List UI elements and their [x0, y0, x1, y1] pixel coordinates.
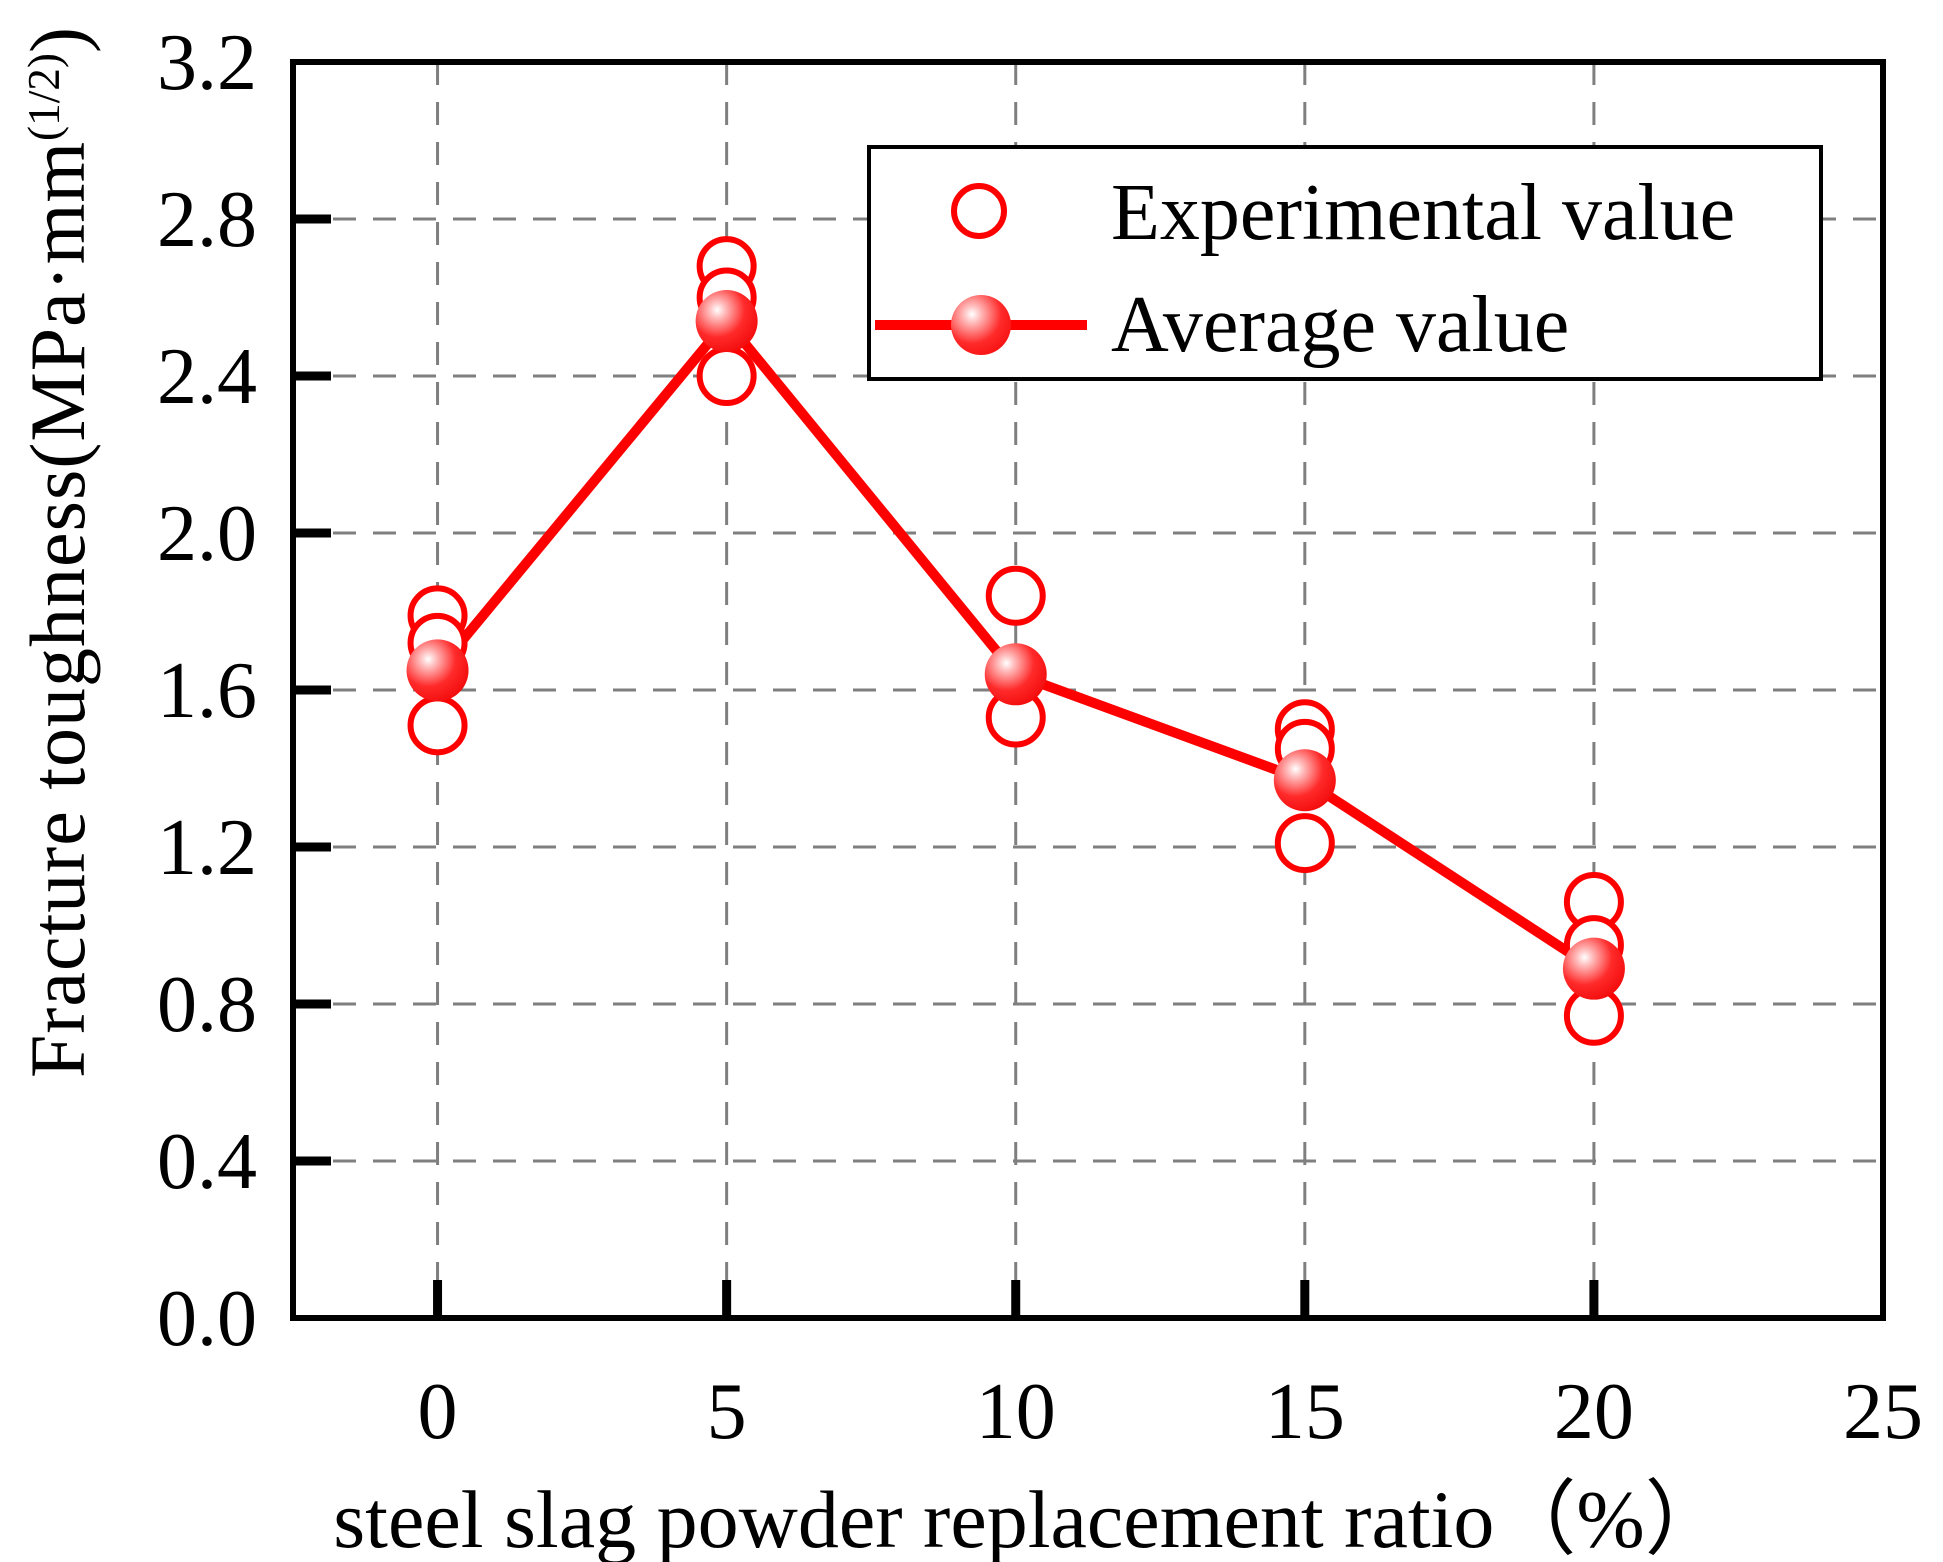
x-tick-labels: 0 5 10 15 20 25: [418, 1368, 1923, 1456]
legend-label-experimental: Experimental value: [1111, 169, 1736, 257]
x-tick-label: 0: [418, 1368, 458, 1456]
y-tick-label: 1.2: [157, 804, 257, 892]
y-axis-title-text: Fracture toughness(MPa·mm: [14, 140, 101, 1078]
y-axis-title-close: ): [14, 26, 101, 54]
y-tick-label: 2.8: [157, 176, 257, 264]
plot-frame: [290, 59, 1886, 1321]
legend-item-average: Average value: [871, 275, 1819, 375]
x-tick-label: 25: [1843, 1368, 1923, 1456]
average-point-marker: [695, 290, 758, 353]
y-tick-label: 2.0: [157, 490, 257, 578]
x-tick-label: 10: [976, 1368, 1056, 1456]
y-axis-title: Fracture toughness(MPa·mm(1/2)): [13, 26, 103, 1078]
experimental-point-marker: [985, 565, 1046, 626]
x-tick-label: 5: [707, 1368, 747, 1456]
x-tick-label: 20: [1554, 1368, 1634, 1456]
y-tick-labels: 0.0 0.4 0.8 1.2 1.6 2.0 2.4 2.8 3.2: [157, 19, 257, 1363]
experimental-point-marker: [696, 346, 757, 406]
legend-marker-area: [871, 275, 1101, 375]
average-point-marker: [1273, 749, 1336, 812]
average-point-marker: [406, 639, 469, 702]
y-tick-label: 2.4: [157, 333, 257, 421]
y-tick-label: 0.4: [157, 1118, 257, 1206]
x-axis-title: steel slag powder replacement ratio（%）: [333, 1474, 1727, 1562]
experimental-point-marker: [1274, 813, 1335, 874]
legend: Experimental value Average value: [867, 145, 1823, 381]
legend-marker-area: [871, 163, 1101, 263]
experimental-point-marker: [407, 695, 468, 756]
y-tick-label: 3.2: [157, 19, 257, 107]
average-points: [406, 290, 1625, 1000]
legend-item-experimental: Experimental value: [871, 163, 1819, 263]
average-point-marker: [1562, 937, 1625, 1000]
x-tick-label: 15: [1265, 1368, 1345, 1456]
y-axis-title-superscript: (1/2): [19, 53, 70, 141]
y-tick-label: 0.0: [157, 1275, 257, 1363]
axis-ticks: [293, 214, 1599, 1318]
average-point-marker: [984, 643, 1047, 706]
legend-label-average: Average value: [1111, 281, 1570, 369]
ball-marker-icon: [951, 295, 1011, 355]
y-tick-label: 1.6: [157, 647, 257, 735]
y-tick-label: 0.8: [157, 961, 257, 1049]
open-circle-marker-icon: [951, 183, 1007, 239]
